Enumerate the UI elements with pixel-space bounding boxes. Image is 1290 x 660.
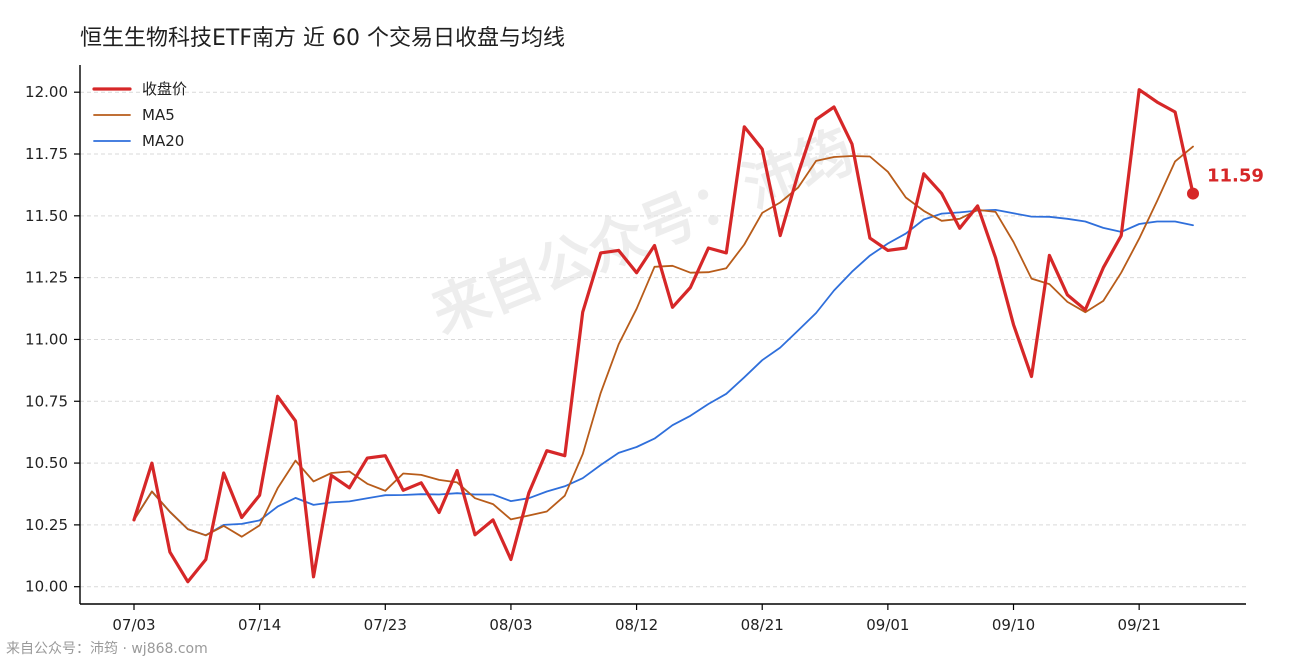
x-tick-label: 08/12: [615, 616, 658, 634]
legend-item-ma20: MA20: [93, 132, 184, 150]
axes: [79, 65, 1246, 605]
y-tick-label: 10.00: [25, 578, 68, 596]
y-tick-label: 10.25: [25, 516, 68, 534]
legend-item-ma5: MA5: [93, 106, 175, 124]
x-tick-label: 09/10: [992, 616, 1035, 634]
x-axis-ticks: 07/03 07/14 07/23 08/03 08/12 08/21 09/01 09/10…: [112, 604, 1161, 634]
x-tick-label: 07/23: [364, 616, 407, 634]
series-lines: [132, 88, 1195, 584]
y-tick-label: 10.50: [25, 454, 68, 472]
chart-title: 恒生生物科技ETF南方 近 60 个交易日收盘与均线: [80, 26, 565, 51]
x-tick-label: 09/01: [866, 616, 909, 634]
x-tick-label: 07/03: [112, 616, 155, 634]
x-tick-label: 08/03: [489, 616, 532, 634]
series-ma20-line: [133, 208, 1194, 537]
x-tick-label: 07/14: [238, 616, 281, 634]
grid-lines: [80, 91, 1246, 588]
legend-item-close: 收盘价: [92, 80, 187, 98]
x-tick-label: 08/21: [741, 616, 784, 634]
y-tick-label: 10.75: [25, 392, 68, 410]
last-point-annotation: 11.59: [1187, 166, 1264, 200]
x-tick-label: 09/21: [1118, 616, 1161, 634]
series-ma5-line: [133, 145, 1194, 538]
y-axis-ticks: 10.00 10.25 10.50 10.75 11.00 11.25 11.50 11.75…: [25, 83, 80, 596]
y-tick-label: 11.50: [25, 207, 68, 225]
y-tick-label: 11.25: [25, 269, 68, 287]
legend-label: MA5: [142, 106, 175, 124]
last-close-label: 11.59: [1207, 166, 1264, 187]
legend-label: 收盘价: [142, 80, 187, 98]
last-close-point: [1187, 187, 1199, 200]
footer-source: 来自公众号：沛筠 · wj868.com: [6, 640, 208, 657]
y-tick-label: 11.00: [25, 330, 68, 348]
legend-label: MA20: [142, 132, 184, 150]
legend: 收盘价 MA5 MA20: [92, 80, 187, 150]
series-close-line: [132, 88, 1195, 584]
y-tick-label: 12.00: [25, 83, 68, 101]
y-tick-label: 11.75: [25, 145, 68, 163]
watermark: 来自公众号：沛筠: [423, 119, 863, 347]
